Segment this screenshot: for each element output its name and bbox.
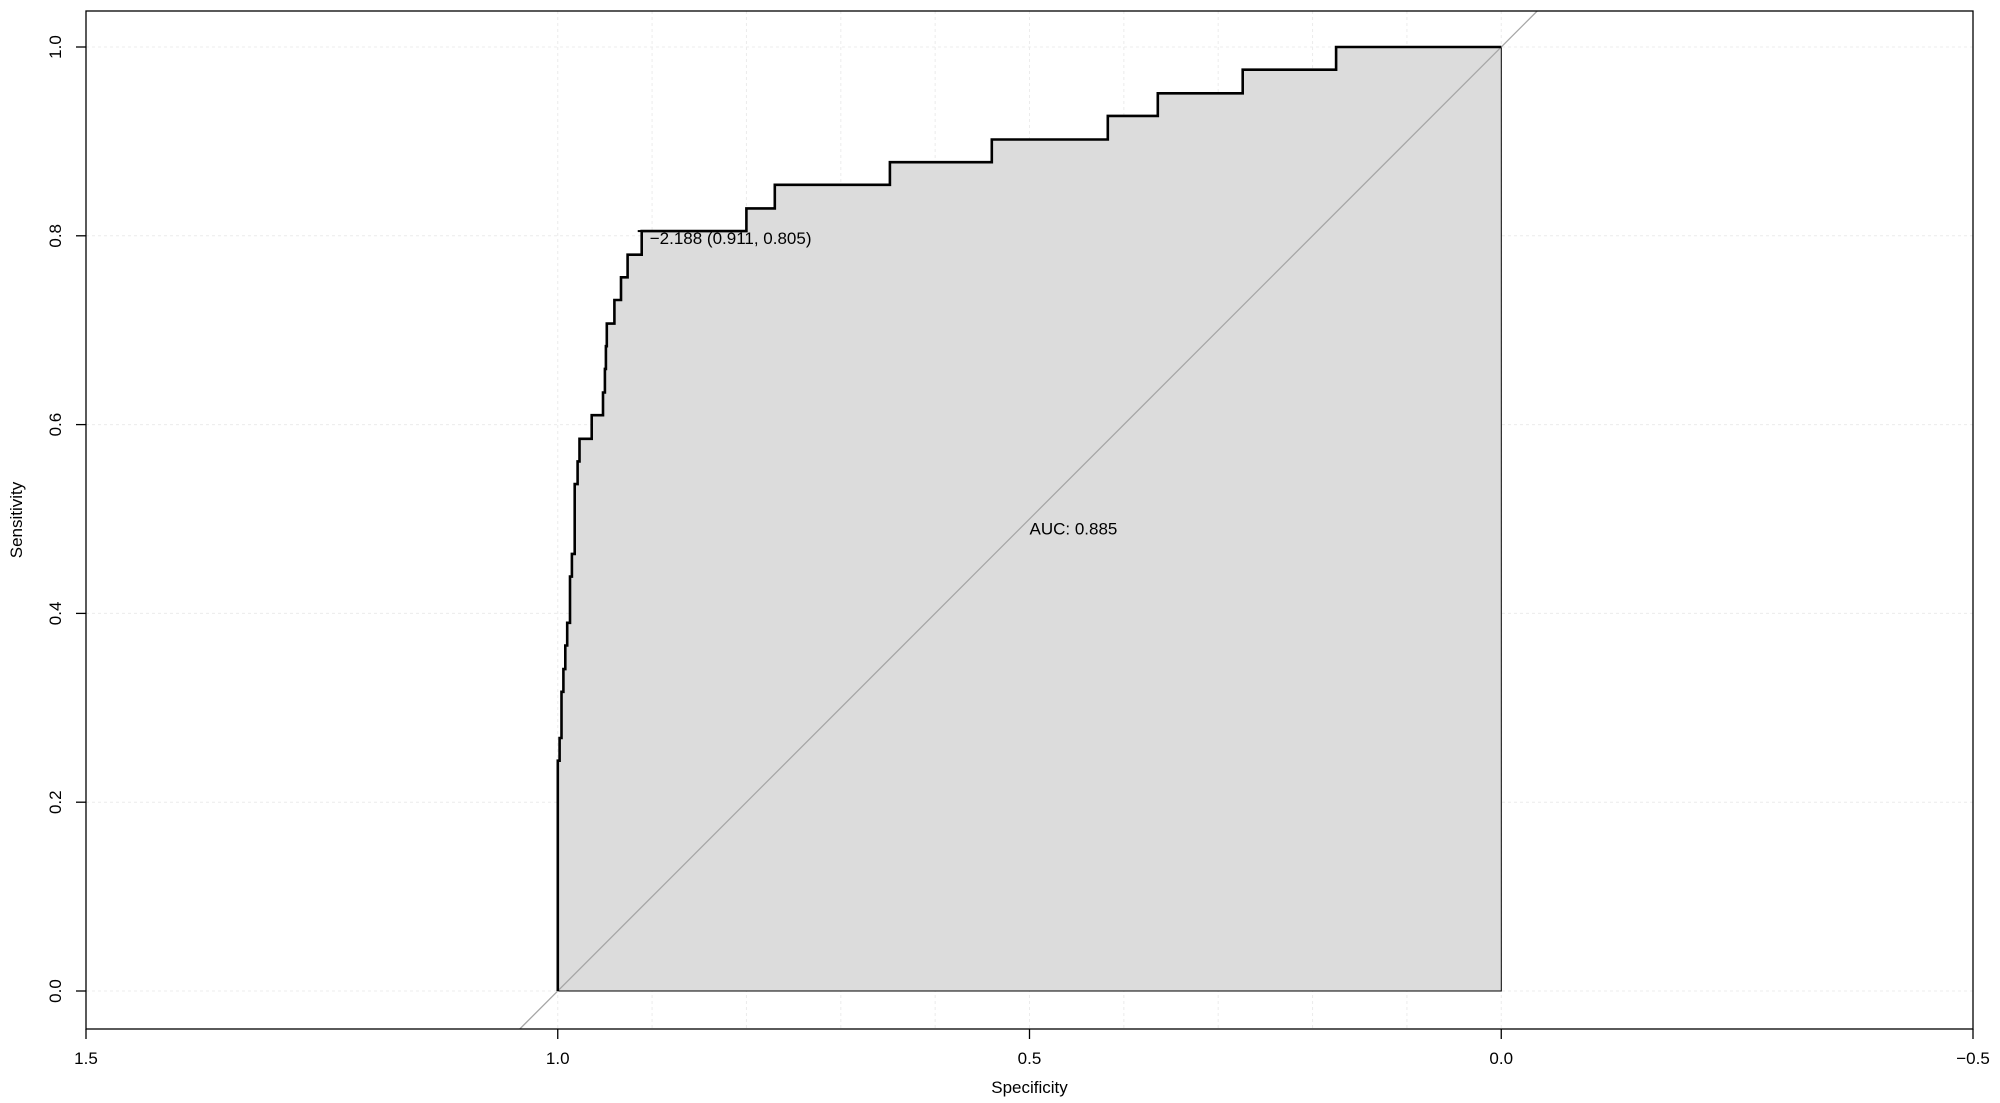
x-axis: 1.5 1.0 0.5 0.0 −0.5: [74, 1029, 1990, 1068]
x-tick-label: −0.5: [1956, 1049, 1990, 1068]
y-axis: 0.0 0.2 0.4 0.6 0.8 1.0: [46, 35, 86, 1003]
chance-diagonal-line: [519, 10, 1538, 1030]
y-tick-label: 0.2: [46, 790, 65, 814]
y-tick-label: 0.0: [46, 979, 65, 1003]
y-tick-label: 0.8: [46, 224, 65, 248]
auc-label: AUC: 0.885: [1030, 519, 1118, 538]
y-tick-label: 1.0: [46, 35, 65, 59]
roc-curve-line: [556, 45, 1502, 991]
threshold-label: −2.188 (0.911, 0.805): [650, 229, 812, 248]
x-tick-label: 0.0: [1489, 1049, 1513, 1068]
y-axis-title: Sensitivity: [7, 481, 26, 558]
x-axis-title: Specificity: [991, 1078, 1068, 1097]
x-tick-label: 0.5: [1018, 1049, 1042, 1068]
x-tick-label: 1.5: [74, 1049, 98, 1068]
y-tick-label: 0.6: [46, 413, 65, 437]
y-tick-label: 0.4: [46, 602, 65, 626]
x-tick-label: 1.0: [546, 1049, 570, 1068]
